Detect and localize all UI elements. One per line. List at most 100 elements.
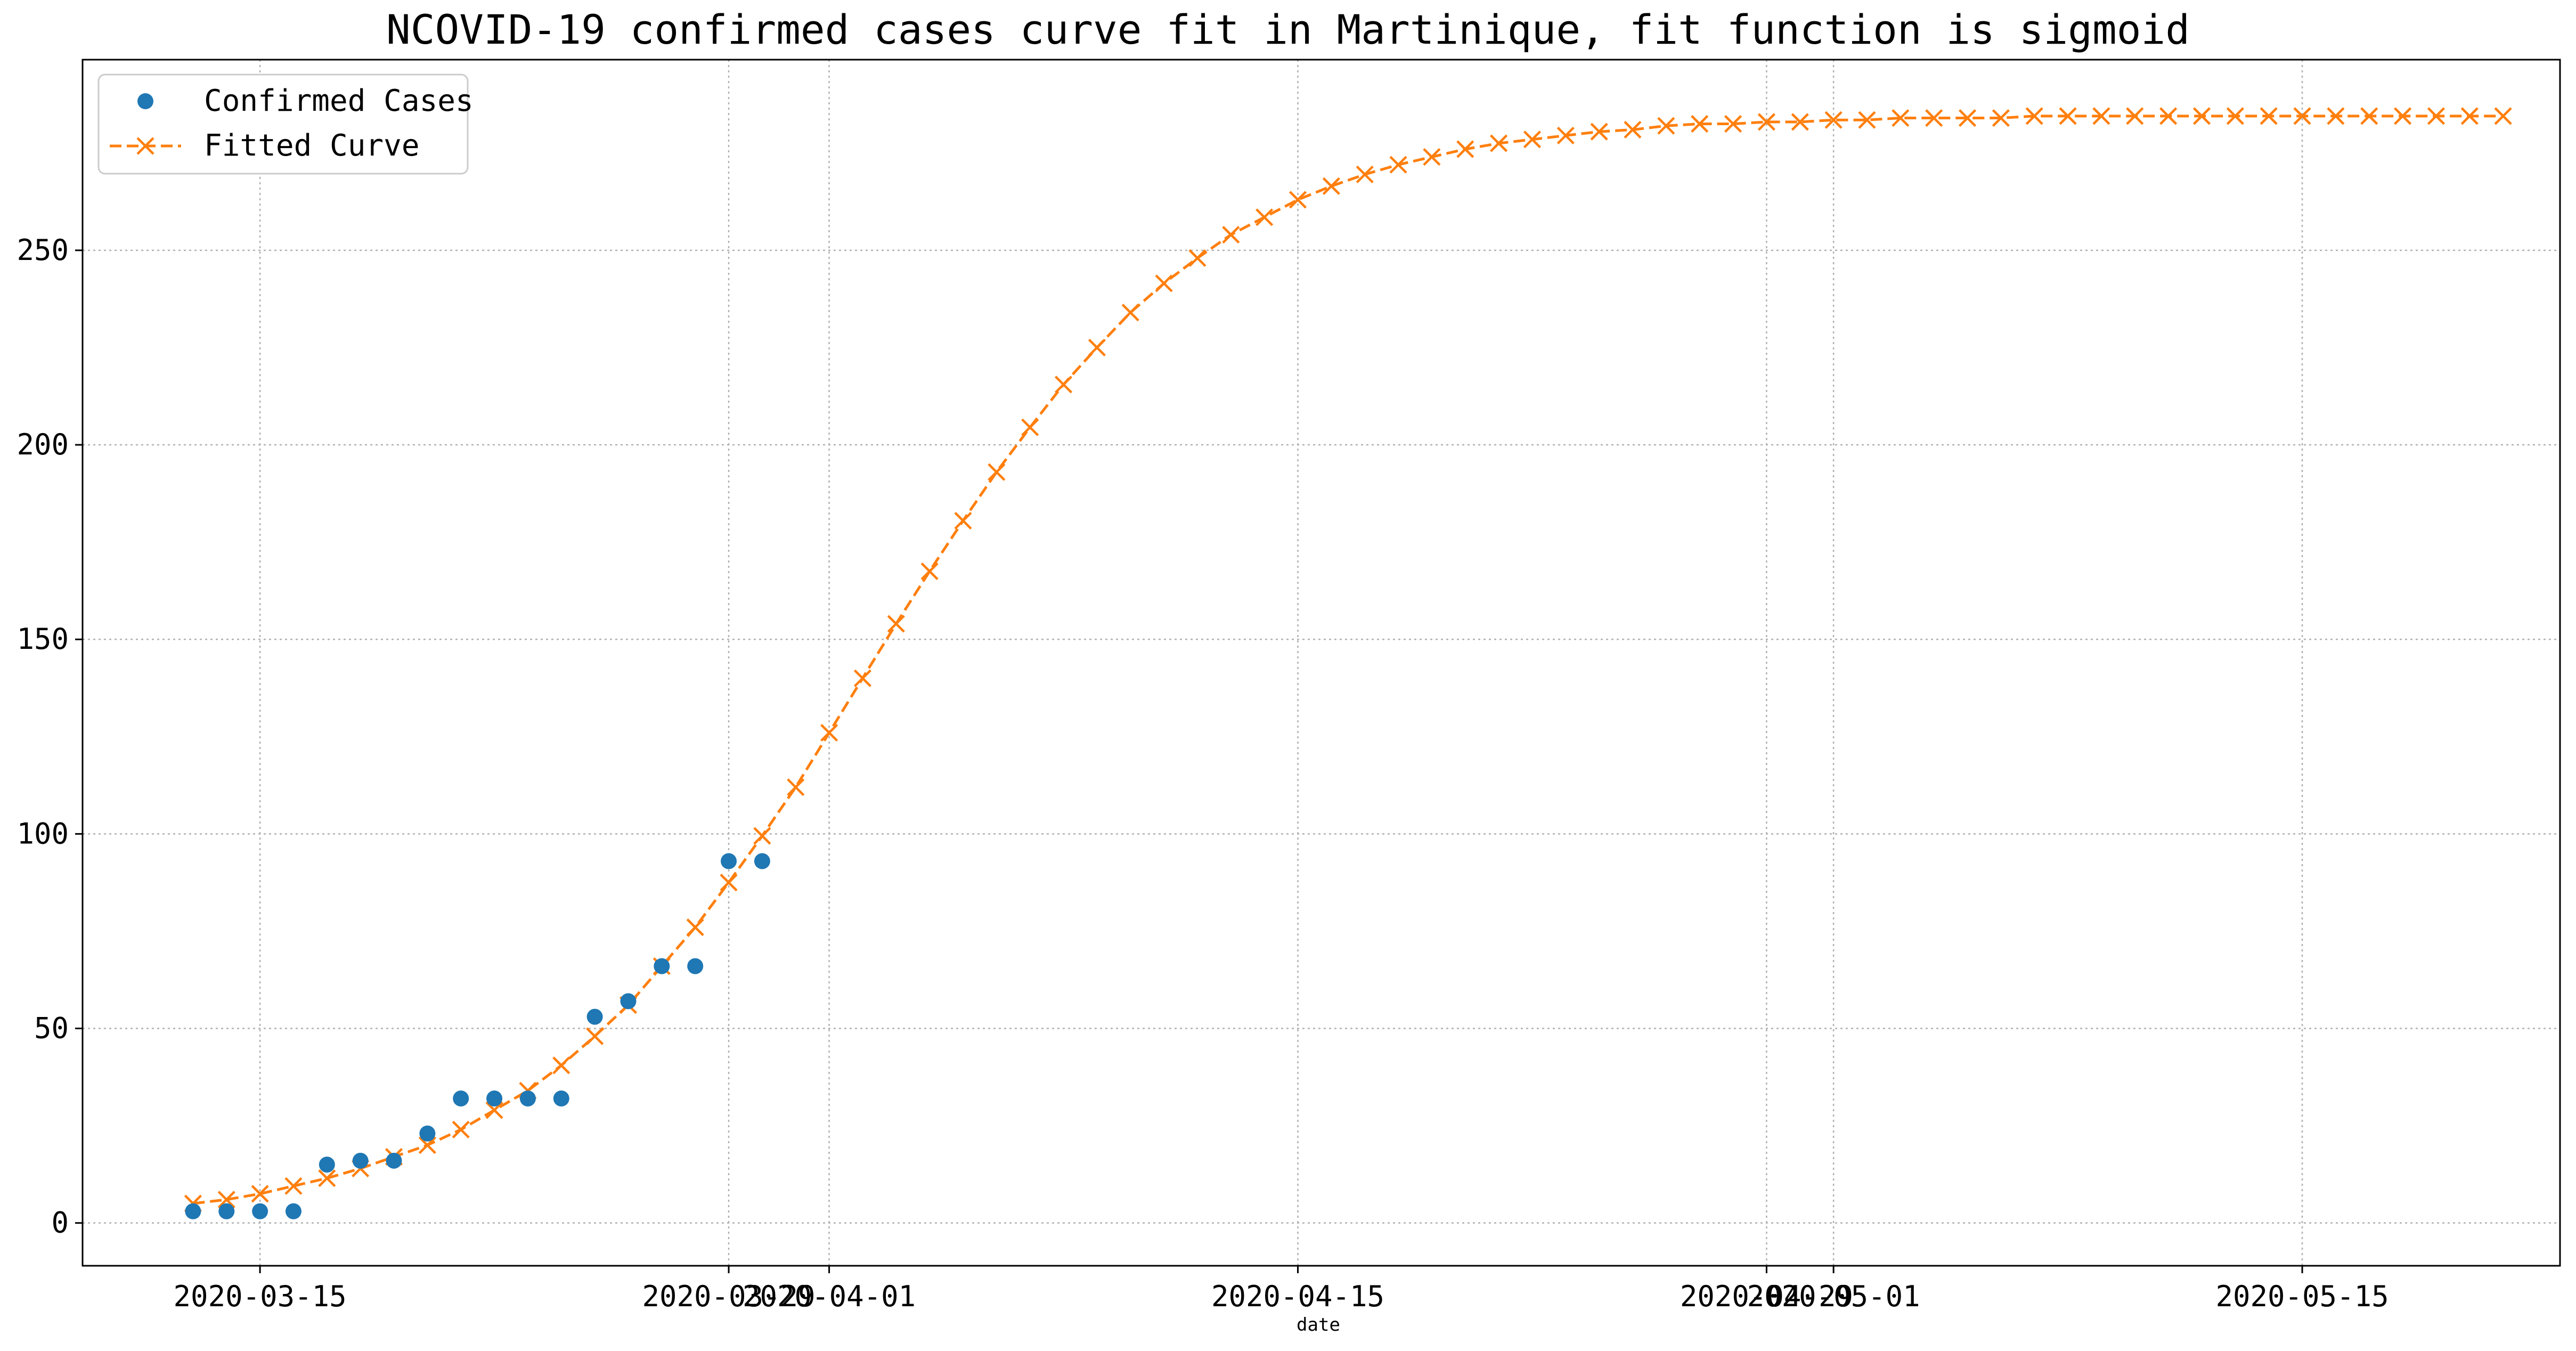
fitted-point xyxy=(217,1191,235,1209)
fitted-point xyxy=(2360,107,2378,125)
fitted-point xyxy=(552,1056,570,1075)
fitted-point xyxy=(820,723,838,742)
fitted-point xyxy=(2025,107,2043,125)
fitted-point xyxy=(1356,165,1374,184)
confirmed-case-point xyxy=(754,853,770,869)
fitted-point xyxy=(586,1027,604,1045)
confirmed-case-point xyxy=(620,993,637,1010)
fitted-point xyxy=(1054,376,1073,394)
fitted-point xyxy=(2092,107,2110,125)
fitted-point xyxy=(1490,134,1508,152)
confirmed-case-point xyxy=(285,1203,301,1219)
y-tick-label: 150 xyxy=(17,622,69,656)
y-tick-label: 100 xyxy=(17,817,69,850)
fitted-point xyxy=(686,918,704,937)
fitted-point xyxy=(1289,191,1307,209)
confirmed-cases-series xyxy=(185,853,770,1219)
fitted-curve-line xyxy=(193,115,2504,1205)
fitted-point xyxy=(1021,418,1039,436)
fitted-point xyxy=(418,1136,436,1154)
fitted-point xyxy=(1188,249,1207,267)
fitted-point xyxy=(1423,148,1441,166)
x-tick-label: 2020-05-15 xyxy=(2215,1280,2388,1313)
legend-confirmed-marker xyxy=(137,93,153,109)
fitted-point xyxy=(1590,123,1608,141)
confirmed-case-point xyxy=(185,1203,201,1219)
legend-confirmed-label: Confirmed Cases xyxy=(204,84,474,118)
x-tick-label: 2020-05-01 xyxy=(1747,1280,1920,1313)
confirmed-case-point xyxy=(687,958,704,974)
y-tick-label: 0 xyxy=(51,1206,69,1240)
fitted-point xyxy=(1088,338,1106,357)
fitted-curve-series xyxy=(184,107,2512,1212)
confirmed-case-point xyxy=(319,1157,335,1173)
confirmed-case-point xyxy=(352,1152,369,1169)
fitted-point xyxy=(1791,113,1809,131)
confirmed-case-point xyxy=(553,1090,569,1106)
fitted-point xyxy=(1657,117,1675,135)
fitted-point xyxy=(1824,111,1843,129)
confirmed-case-point xyxy=(252,1203,268,1219)
fitted-point xyxy=(920,562,939,580)
plot-area-frame xyxy=(81,59,2561,1267)
x-tick-label: 2020-04-01 xyxy=(743,1280,916,1313)
confirmed-case-point xyxy=(586,1008,603,1025)
fitted-point xyxy=(2059,107,2077,125)
fitted-point xyxy=(251,1185,269,1203)
fitted-point xyxy=(2159,107,2178,125)
fitted-point xyxy=(2494,107,2512,125)
fitted-point xyxy=(1925,109,1943,127)
fitted-point xyxy=(1892,109,1910,127)
fitted-point xyxy=(2293,107,2311,125)
fitted-point xyxy=(954,511,972,530)
fitted-point xyxy=(2126,107,2144,125)
legend-fitted-label: Fitted Curve xyxy=(204,128,420,163)
confirmed-case-point xyxy=(453,1090,469,1106)
x-tick-label: 2020-03-29 xyxy=(642,1280,815,1313)
fitted-point xyxy=(853,669,872,687)
fitted-point xyxy=(720,874,738,892)
fitted-point xyxy=(1858,111,1876,129)
fitted-point xyxy=(1322,177,1340,195)
y-tick-label: 250 xyxy=(17,233,69,267)
confirmed-case-point xyxy=(721,853,737,869)
fitted-point xyxy=(1456,140,1474,158)
fitted-point xyxy=(2394,107,2412,125)
fitted-point xyxy=(284,1177,303,1195)
legend-fitted-marker xyxy=(136,137,154,155)
fitted-point xyxy=(2327,107,2345,125)
fitted-point xyxy=(2260,107,2278,125)
fitted-point xyxy=(1992,109,2010,127)
y-tick-label: 200 xyxy=(17,428,69,461)
fitted-point xyxy=(2460,107,2479,125)
legend-box xyxy=(97,74,469,175)
fitted-point xyxy=(318,1169,336,1187)
fitted-point xyxy=(1757,113,1776,131)
x-tick-label: 2020-03-15 xyxy=(174,1280,347,1313)
fitted-point xyxy=(887,615,905,633)
legend: Confirmed Cases Fitted Curve xyxy=(97,74,474,175)
fitted-point xyxy=(1724,115,1742,133)
x-tick-label: 2020-04-29 xyxy=(1680,1280,1853,1313)
fitted-point xyxy=(988,463,1006,481)
fitted-point xyxy=(2192,107,2211,125)
fitted-point xyxy=(787,778,805,796)
confirmed-case-point xyxy=(386,1152,402,1169)
x-axis-label: date xyxy=(1297,1314,1340,1336)
fitted-point xyxy=(1523,131,1542,149)
confirmed-case-point xyxy=(419,1125,436,1142)
fitted-point xyxy=(1556,126,1575,145)
chart-title: NCOVID-19 confirmed cases curve fit in M… xyxy=(386,6,2190,53)
grid xyxy=(83,60,2560,1266)
confirmed-case-point xyxy=(486,1090,503,1106)
y-tick-label: 50 xyxy=(34,1012,69,1045)
fitted-point xyxy=(753,827,771,845)
fitted-point xyxy=(1691,115,1709,133)
fitted-point xyxy=(485,1101,503,1119)
fitted-point xyxy=(1155,274,1173,292)
x-tick-label: 2020-04-15 xyxy=(1211,1280,1384,1313)
fitted-point xyxy=(1389,156,1407,174)
fitted-point xyxy=(1624,120,1642,139)
